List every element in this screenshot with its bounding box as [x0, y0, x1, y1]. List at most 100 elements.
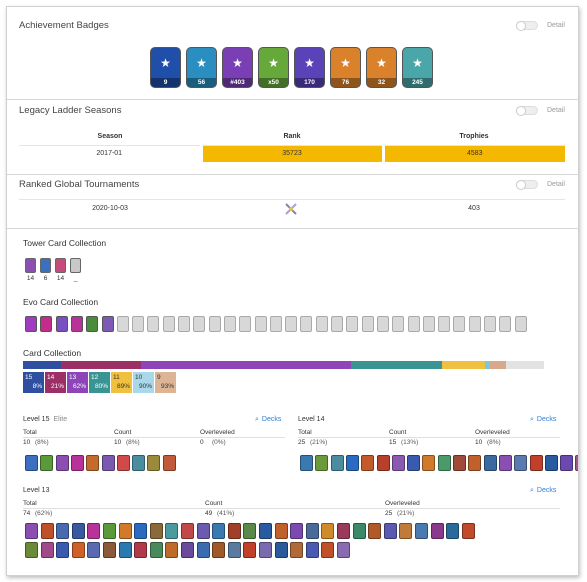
card[interactable]: [383, 523, 397, 539]
evo-card-locked[interactable]: [499, 316, 512, 332]
card[interactable]: [132, 455, 146, 471]
evo-card-locked[interactable]: [208, 316, 221, 332]
decks-link[interactable]: ⌕ Decks: [530, 487, 556, 495]
evo-card-locked[interactable]: [162, 316, 175, 332]
card[interactable]: [430, 523, 444, 539]
evo-card-locked[interactable]: [116, 316, 129, 332]
card[interactable]: [376, 455, 390, 471]
card[interactable]: [196, 523, 210, 539]
card[interactable]: [25, 542, 38, 558]
card[interactable]: [483, 455, 497, 471]
card[interactable]: [181, 523, 194, 539]
evo-card[interactable]: [70, 316, 83, 332]
card[interactable]: [321, 542, 335, 558]
card[interactable]: [212, 542, 226, 558]
card[interactable]: [162, 455, 176, 471]
evo-card-locked[interactable]: [269, 316, 282, 332]
evo-card[interactable]: [40, 316, 53, 332]
evo-card-locked[interactable]: [331, 316, 343, 332]
evo-card[interactable]: [55, 316, 68, 332]
card[interactable]: [345, 455, 359, 471]
card[interactable]: [87, 542, 101, 558]
evo-card-locked[interactable]: [361, 316, 374, 332]
evo-card-locked[interactable]: [392, 316, 405, 332]
tournaments-detail-toggle[interactable]: [516, 180, 538, 190]
evo-card-locked[interactable]: [239, 316, 252, 332]
card[interactable]: [70, 455, 84, 471]
tower-card[interactable]: [70, 258, 81, 273]
card[interactable]: [560, 455, 574, 471]
card[interactable]: [391, 455, 405, 471]
card[interactable]: [227, 542, 241, 558]
card[interactable]: [71, 542, 85, 558]
evo-card-locked[interactable]: [376, 316, 389, 332]
evo-card-locked[interactable]: [254, 316, 267, 332]
card[interactable]: [446, 523, 460, 539]
tower-card[interactable]: [25, 258, 36, 273]
tower-card[interactable]: [55, 258, 66, 273]
card[interactable]: [399, 523, 413, 539]
card[interactable]: [243, 523, 257, 539]
card[interactable]: [544, 455, 558, 471]
decks-link[interactable]: ⌕ Decks: [255, 416, 281, 424]
card[interactable]: [259, 542, 272, 558]
evo-card-locked[interactable]: [438, 316, 451, 332]
card[interactable]: [407, 455, 421, 471]
evo-card-locked[interactable]: [514, 316, 527, 332]
card[interactable]: [86, 455, 100, 471]
card[interactable]: [575, 455, 578, 471]
evo-card-locked[interactable]: [484, 316, 496, 332]
card[interactable]: [196, 542, 210, 558]
card[interactable]: [103, 542, 116, 558]
card[interactable]: [274, 542, 288, 558]
card[interactable]: [274, 523, 288, 539]
card[interactable]: [212, 523, 226, 539]
evo-card-locked[interactable]: [223, 316, 236, 332]
decks-link[interactable]: ⌕ Decks: [530, 416, 556, 424]
card[interactable]: [259, 523, 272, 539]
card[interactable]: [103, 523, 116, 539]
card[interactable]: [149, 542, 163, 558]
achievements-detail-toggle[interactable]: [516, 21, 538, 31]
legacy-detail-toggle[interactable]: [516, 106, 538, 116]
evo-card-locked[interactable]: [422, 316, 435, 332]
card[interactable]: [243, 542, 257, 558]
card[interactable]: [422, 455, 436, 471]
card[interactable]: [40, 455, 54, 471]
card[interactable]: [529, 455, 543, 471]
card[interactable]: [55, 455, 69, 471]
card[interactable]: [118, 542, 132, 558]
evo-card-locked[interactable]: [178, 316, 190, 332]
card[interactable]: [330, 455, 344, 471]
card[interactable]: [25, 455, 38, 471]
card[interactable]: [165, 523, 179, 539]
card[interactable]: [468, 455, 482, 471]
evo-card-locked[interactable]: [407, 316, 420, 332]
card[interactable]: [227, 523, 241, 539]
evo-card-locked[interactable]: [315, 316, 328, 332]
card[interactable]: [87, 523, 101, 539]
card[interactable]: [461, 523, 475, 539]
evo-card[interactable]: [101, 316, 114, 332]
evo-card[interactable]: [86, 316, 99, 332]
card[interactable]: [149, 523, 163, 539]
card[interactable]: [134, 523, 148, 539]
card[interactable]: [118, 523, 132, 539]
tower-card[interactable]: [40, 258, 51, 273]
card[interactable]: [437, 455, 451, 471]
card[interactable]: [40, 542, 54, 558]
card[interactable]: [25, 523, 38, 539]
card[interactable]: [56, 523, 70, 539]
card[interactable]: [134, 542, 148, 558]
card[interactable]: [290, 523, 304, 539]
evo-card-locked[interactable]: [147, 316, 160, 332]
card[interactable]: [300, 455, 313, 471]
card[interactable]: [165, 542, 179, 558]
card[interactable]: [337, 523, 350, 539]
card[interactable]: [116, 455, 130, 471]
card[interactable]: [352, 523, 366, 539]
evo-card-locked[interactable]: [453, 316, 466, 332]
evo-card-locked[interactable]: [193, 316, 206, 332]
evo-card[interactable]: [25, 316, 37, 332]
evo-card-locked[interactable]: [346, 316, 359, 332]
